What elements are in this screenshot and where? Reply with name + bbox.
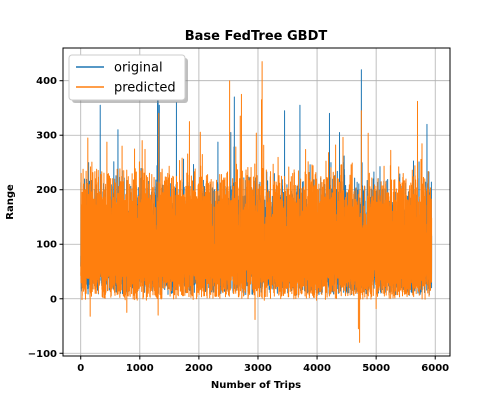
y-tick: −100 [28,349,63,360]
x-tick: 2000 [185,356,213,374]
y-tick: 400 [36,76,63,87]
y-tick-label: 400 [36,76,57,87]
y-axis-ticks: −100 0 100 200 300 400 [28,76,63,360]
chart-title: Base FedTree GBDT [185,29,328,44]
x-tick: 3000 [244,356,272,374]
x-axis-label: Number of Trips [211,380,301,391]
x-tick-label: 1000 [126,363,154,374]
x-tick-label: 5000 [362,363,390,374]
y-tick: 300 [36,131,63,142]
legend: original predicted [68,54,188,103]
y-tick-label: 0 [50,294,57,305]
legend-label-predicted: predicted [114,81,176,96]
x-tick: 5000 [362,356,390,374]
x-tick: 6000 [421,356,449,374]
x-tick-label: 3000 [244,363,272,374]
y-tick: 100 [36,240,63,251]
y-tick: 200 [36,185,63,196]
x-tick: 1000 [126,356,154,374]
y-tick-label: 100 [36,240,57,251]
x-tick-label: 6000 [421,363,449,374]
x-tick-label: 2000 [185,363,213,374]
x-axis-ticks: 0 1000 2000 3000 4000 5000 6000 [77,356,449,374]
x-tick-label: 4000 [303,363,331,374]
series-line-predicted [80,61,433,343]
y-tick: 0 [50,294,63,305]
legend-label-original: original [114,61,163,76]
y-tick-label: −100 [28,349,57,360]
y-axis-label: Range [5,184,16,220]
axes-frame [62,47,451,357]
x-tick: 0 [77,356,84,374]
plot-area [80,61,433,343]
x-tick: 4000 [303,356,331,374]
y-tick-label: 300 [36,131,57,142]
y-tick-label: 200 [36,185,57,196]
x-tick-label: 0 [77,363,84,374]
